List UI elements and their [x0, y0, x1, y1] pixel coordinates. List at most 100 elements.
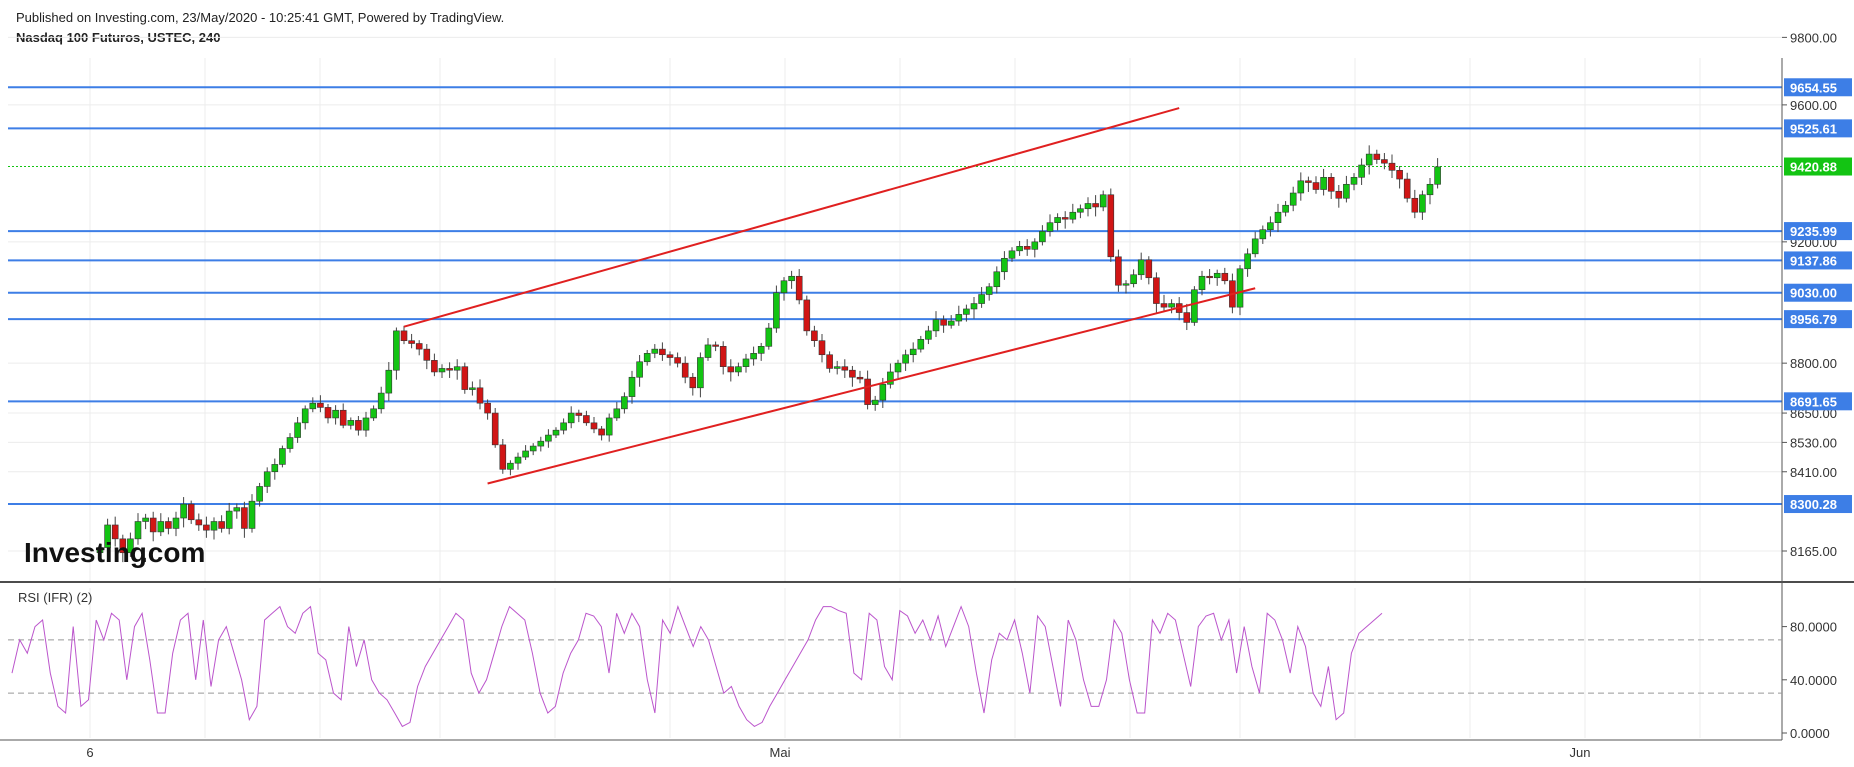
candle-body: [301, 408, 309, 424]
candle-body: [96, 547, 104, 554]
trend-line: [403, 107, 1180, 328]
price-tick-label: 9800.00: [1790, 30, 1837, 45]
candle-body: [423, 348, 431, 361]
candle-body: [1327, 176, 1335, 192]
candle-body: [894, 362, 902, 373]
candle-body: [1434, 166, 1441, 185]
candle-body: [1282, 204, 1289, 213]
last-price-badge: [1784, 157, 1852, 176]
candle-body: [324, 407, 332, 419]
horizontal-levels: [8, 86, 1782, 506]
candle-body: [529, 445, 537, 452]
candle-body: [1350, 176, 1358, 185]
candle-body: [362, 417, 370, 431]
candle-body: [833, 366, 841, 369]
candle-body: [560, 422, 567, 431]
rsi-title: RSI (IFR) (2): [18, 590, 92, 605]
candle-body: [157, 521, 165, 533]
candle-body: [484, 402, 491, 414]
candle-body: [1343, 183, 1350, 199]
candle-body: [142, 517, 149, 522]
candle-body: [887, 371, 894, 385]
candle-body: [788, 275, 795, 282]
candle-body: [605, 417, 613, 436]
candle-body: [1335, 190, 1343, 199]
candle-body: [233, 507, 241, 512]
candle-body: [567, 412, 575, 424]
candle-body: [925, 330, 932, 340]
candle-body: [339, 409, 347, 426]
candle-body: [681, 362, 689, 378]
rsi-tick-label: 0.0000: [1790, 726, 1830, 741]
candle-body: [180, 503, 187, 519]
published-caption: Published on Investing.com, 23/May/2020 …: [16, 10, 505, 25]
candle-body: [1054, 217, 1061, 223]
level-label: 8956.79: [1790, 312, 1837, 327]
chart-grid: [0, 36, 1854, 741]
candle-body: [765, 327, 773, 347]
candle-body: [780, 280, 788, 294]
candle-body: [370, 408, 377, 419]
level-label: 9525.61: [1790, 121, 1837, 136]
candle-body: [909, 348, 917, 356]
candle-body: [1373, 153, 1381, 160]
candle-body: [1137, 259, 1145, 276]
level-badge: [1784, 392, 1852, 411]
candle-body: [674, 357, 681, 364]
candle-body: [241, 507, 248, 529]
time-tick-label: Mai: [770, 745, 791, 760]
candle-body: [1008, 250, 1016, 259]
candle-body: [940, 319, 947, 326]
candle-body: [1039, 231, 1046, 243]
candle-body: [773, 292, 780, 329]
candle-body: [955, 314, 963, 322]
rsi-tick-label: 40.0000: [1790, 673, 1837, 688]
candle-body: [507, 462, 514, 470]
price-tick-label: 8800.00: [1790, 356, 1837, 371]
candle-body: [871, 399, 879, 405]
level-badge: [1784, 119, 1852, 138]
candle-body: [628, 376, 636, 397]
candle-body: [522, 450, 529, 458]
candle-body: [127, 538, 134, 554]
candle-body: [932, 319, 940, 332]
candle-body: [1168, 303, 1175, 308]
trend-lines: [403, 107, 1256, 485]
candle-body: [256, 486, 263, 502]
candle-body: [1107, 194, 1115, 258]
candle-body: [1320, 176, 1327, 190]
candle-body: [643, 353, 651, 363]
candle-body: [332, 409, 339, 419]
level-badge: [1784, 495, 1852, 514]
candle-body: [1183, 312, 1191, 323]
candlestick-series: [96, 145, 1441, 563]
candle-body: [1244, 253, 1251, 270]
candle-body: [750, 353, 757, 360]
price-tick-label: 8530.00: [1790, 435, 1837, 450]
candle-body: [659, 348, 666, 356]
candle-body: [149, 517, 157, 533]
candle-body: [476, 387, 484, 404]
candle-body: [491, 412, 499, 446]
candle-body: [225, 510, 233, 529]
price-tick-label: 8165.00: [1790, 544, 1837, 559]
candle-body: [1213, 272, 1221, 279]
candle-body: [1251, 238, 1259, 255]
candle-body: [978, 294, 985, 304]
candle-body: [1289, 192, 1297, 206]
candle-body: [902, 354, 909, 364]
level-label: 8300.28: [1790, 497, 1837, 512]
candle-body: [1365, 153, 1373, 166]
candle-body: [826, 354, 833, 369]
candle-body: [1381, 159, 1388, 164]
candle-body: [985, 286, 993, 295]
rsi-pane: RSI (IFR) (2) 80.0000 40.0000 0.0000: [8, 590, 1837, 741]
candle-body: [119, 538, 127, 554]
candle-body: [552, 429, 560, 436]
logo-text: Investing: [24, 537, 147, 568]
candle-body: [1312, 182, 1320, 190]
candle-body: [1092, 203, 1099, 208]
candle-body: [187, 503, 195, 521]
candle-body: [400, 330, 408, 341]
candle-body: [864, 378, 871, 405]
